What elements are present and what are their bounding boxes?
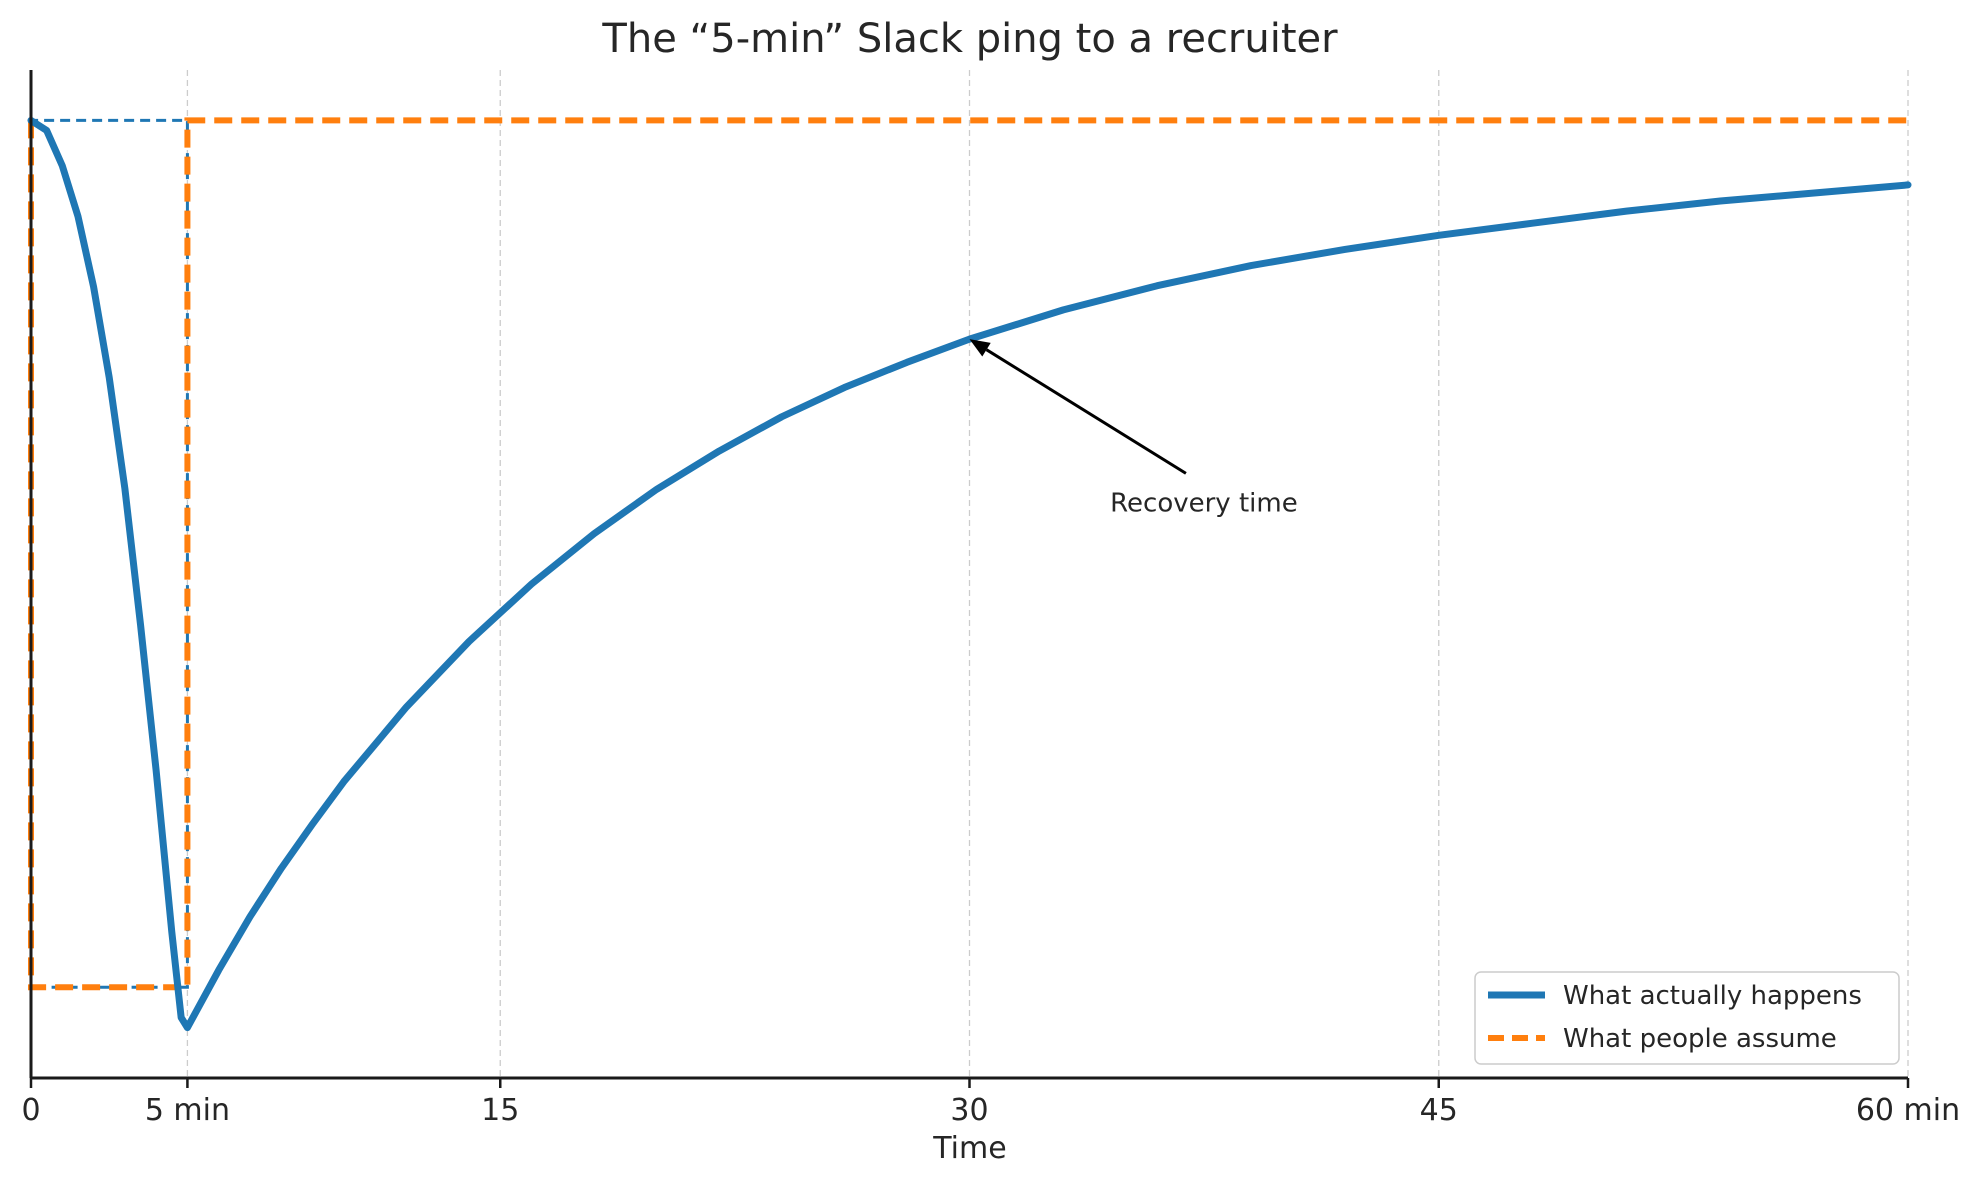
annotation: Recovery time (969, 339, 1298, 518)
x-tick-layer: 0 5 min 15 30 45 60 min (21, 1078, 1960, 1128)
chart-title: The “5-min” Slack ping to a recruiter (601, 16, 1338, 62)
legend: What actually happens What people assume (1474, 971, 1900, 1065)
annotation-text: Recovery time (1110, 488, 1298, 518)
x-tick-label: 60 min (1856, 1093, 1960, 1128)
x-tick-label: 15 (481, 1093, 519, 1128)
x-tick-label: 30 (950, 1093, 988, 1128)
annotation-arrowhead (969, 339, 991, 357)
legend-label-actual: What actually happens (1563, 981, 1862, 1011)
legend-frame (1474, 971, 1900, 1065)
x-tick-label: 0 (21, 1093, 40, 1128)
series-line-actual (27, 116, 1912, 1032)
x-tick-label: 45 (1420, 1093, 1458, 1128)
annotation-arrow (985, 348, 1187, 475)
x-axis-label: Time (932, 1131, 1006, 1166)
x-tick-label: 5 min (145, 1093, 230, 1128)
legend-label-assumed: What people assume (1563, 1024, 1837, 1054)
grid-layer (186, 70, 1909, 1078)
